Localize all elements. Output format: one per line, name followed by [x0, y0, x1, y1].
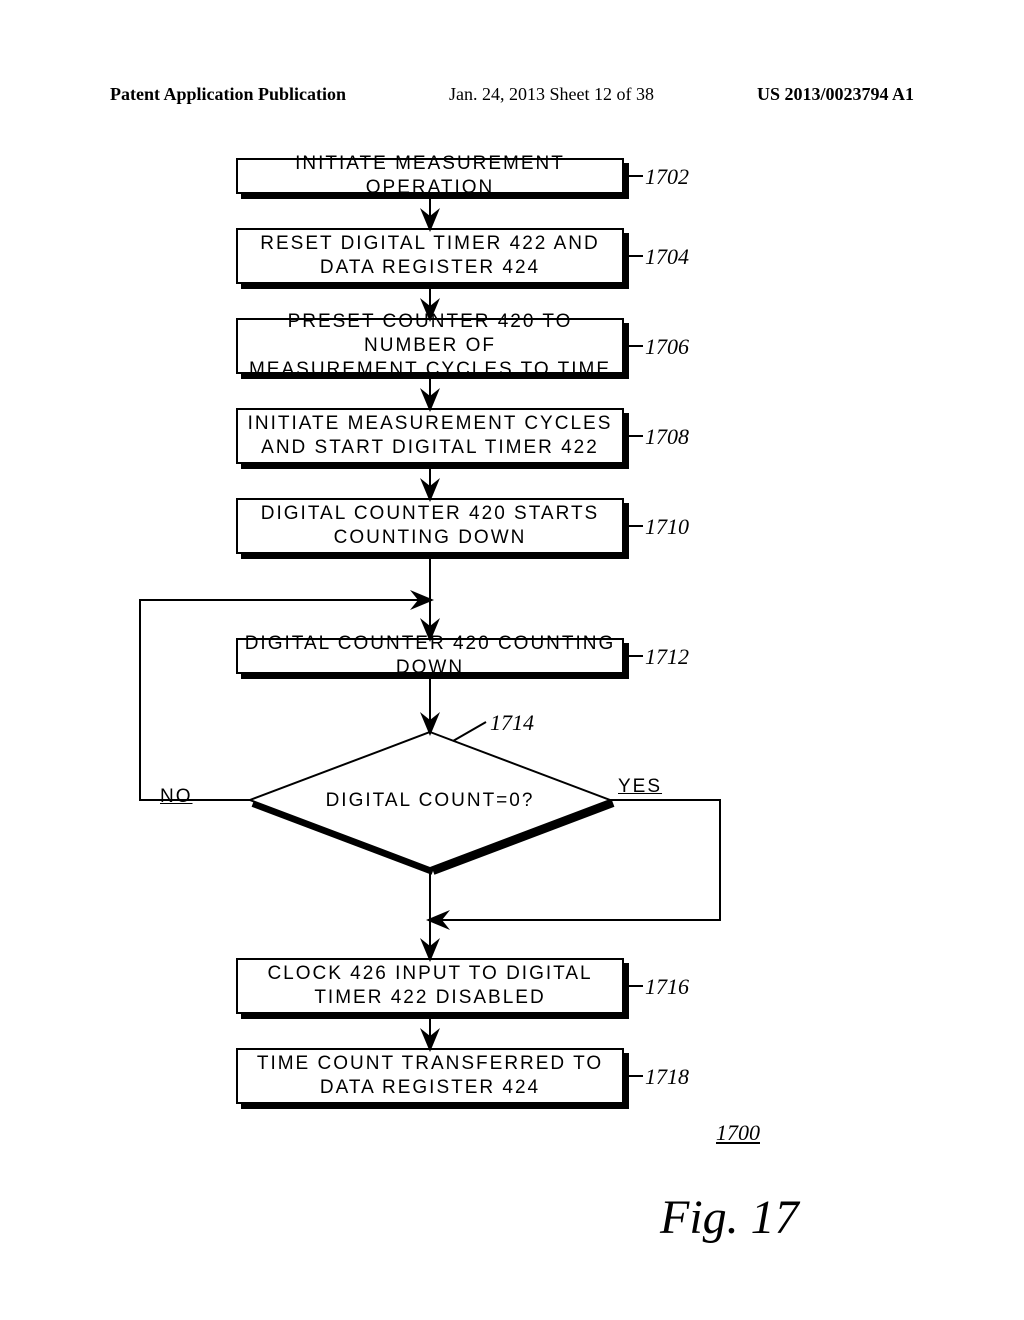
edge-label-yes: YES: [618, 776, 662, 798]
figure-ref: 1700: [716, 1120, 760, 1146]
ref-number: 1714: [490, 710, 534, 736]
decision-label: DIGITAL COUNT=0?: [326, 790, 535, 811]
edge: [453, 722, 486, 741]
flowchart: INITIATE MEASUREMENT OPERATION1702RESET …: [0, 0, 1024, 1320]
edge-label-no: NO: [160, 786, 193, 808]
flowchart-svg: DIGITAL COUNT=0?: [0, 0, 1024, 1320]
figure-caption: Fig. 17: [660, 1190, 799, 1245]
